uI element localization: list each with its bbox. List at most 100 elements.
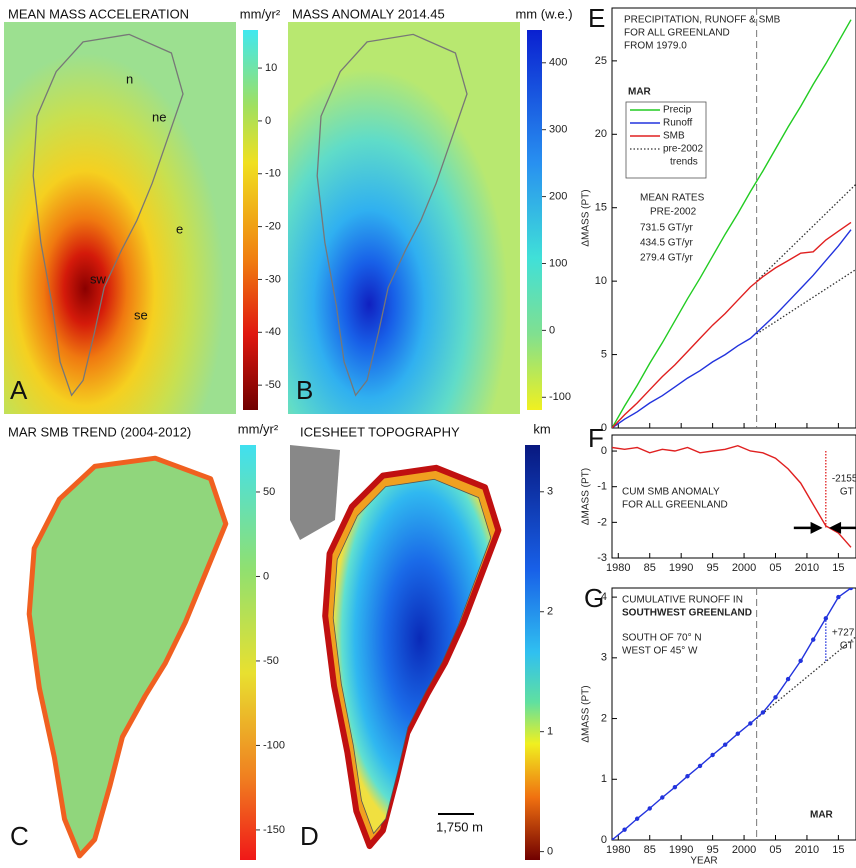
colorbar-tick-label: -20 — [265, 221, 281, 233]
colorbar-tick-label: 300 — [549, 124, 567, 136]
map-label: 1,750 m — [436, 819, 483, 834]
map-label: e — [176, 221, 183, 236]
data-point — [634, 816, 640, 821]
ice-sheet — [26, 455, 229, 859]
panel-letter: B — [296, 375, 313, 405]
data-point — [798, 658, 803, 664]
arrow — [793, 521, 823, 534]
x-tick-label: 95 — [706, 562, 718, 574]
bare-land — [290, 445, 340, 540]
y-tick-label: 25 — [595, 55, 607, 67]
ice-sheet — [332, 478, 492, 835]
x-tick-label: 15 — [832, 562, 844, 574]
colorbar-tick-label: 3 — [547, 486, 553, 498]
chart-title: FOR ALL GREENLAND — [624, 28, 730, 39]
x-tick-label: 2000 — [732, 844, 756, 856]
x-tick-label: 95 — [706, 844, 718, 856]
y-axis-label: ΔMASS (PT) — [581, 189, 592, 246]
colorbar-tick-label: -150 — [263, 824, 285, 836]
colorbar-tick-label: 10 — [265, 62, 277, 74]
map-label: sw — [90, 271, 107, 286]
data-point — [685, 774, 690, 779]
colorbar-tick-label: 0 — [263, 570, 269, 582]
chart-note: MAR — [810, 810, 834, 821]
legend-label: trends — [670, 157, 698, 168]
colorbar-tick-label: 50 — [263, 486, 275, 498]
map-label: se — [134, 307, 148, 322]
colorbar — [243, 30, 258, 410]
map-field — [288, 22, 520, 414]
colorbar — [525, 445, 540, 860]
colorbar-unit: mm/yr² — [238, 421, 279, 436]
legend-box — [625, 101, 707, 179]
series-line — [612, 221, 852, 428]
data-point — [647, 806, 652, 811]
y-tick-label: 0 — [601, 445, 607, 457]
series-line — [612, 229, 852, 428]
chart-text: WEST OF 45° W — [622, 646, 698, 657]
chart-text: SOUTHWEST GREENLAND — [622, 608, 752, 619]
y-tick-label: 1 — [601, 773, 607, 785]
data-point — [760, 710, 766, 715]
x-tick-label: 2000 — [732, 562, 756, 574]
x-tick-label: 1980 — [606, 562, 630, 574]
plot-frame — [611, 587, 856, 841]
y-axis-label: ΔMASS (PT) — [581, 685, 592, 742]
colorbar-tick-label: -100 — [549, 391, 571, 403]
map-label: ne — [152, 109, 166, 124]
trend-line — [756, 268, 856, 335]
y-tick-label: 3 — [601, 652, 607, 664]
panel-letter: D — [300, 821, 319, 851]
x-tick-label: 2010 — [795, 844, 819, 856]
x-tick-label: 2010 — [795, 562, 819, 574]
x-tick-label: 85 — [644, 562, 656, 574]
data-point — [785, 676, 791, 682]
colorbar — [240, 445, 256, 860]
rates-title: PRE-2002 — [650, 207, 697, 218]
y-tick-label: 2 — [601, 712, 607, 724]
legend-label: Runoff — [663, 118, 693, 129]
colorbar — [527, 30, 542, 410]
map-field — [4, 22, 236, 414]
y-tick-label: 0 — [601, 834, 607, 846]
map-title: MASS ANOMALY 2014.45 — [292, 6, 445, 21]
y-tick-label: 0 — [601, 422, 607, 434]
colorbar-tick-label: -100 — [263, 739, 285, 751]
colorbar-tick-label: 400 — [549, 57, 567, 69]
colorbar-unit: mm/yr² — [240, 6, 281, 21]
y-tick-label: -2 — [597, 516, 607, 528]
colorbar-tick-label: -50 — [265, 379, 281, 391]
y-tick-label: 5 — [601, 348, 607, 360]
y-axis-label: ΔMASS (PT) — [581, 468, 592, 525]
y-tick-label: -3 — [597, 552, 607, 564]
x-tick-label: 1990 — [669, 562, 693, 574]
trend-line — [756, 183, 856, 282]
panel-letter: G — [584, 583, 604, 613]
data-point — [722, 742, 728, 747]
y-tick-label: 20 — [595, 128, 607, 140]
chart-text: CUMULATIVE RUNOFF IN — [622, 595, 743, 606]
panel-letter: F — [588, 423, 604, 453]
map-title: ICESHEET TOPOGRAPHY — [300, 424, 460, 439]
chart-text: FOR ALL GREENLAND — [622, 500, 728, 511]
colorbar-tick-label: -10 — [265, 168, 281, 180]
marker-label: GT — [840, 487, 854, 498]
colorbar-tick-label: 100 — [549, 257, 567, 269]
x-tick-label: 85 — [644, 844, 656, 856]
chart-title: PRECIPITATION, RUNOFF & SMB — [624, 15, 781, 26]
data-point — [622, 827, 627, 832]
data-point — [836, 594, 841, 600]
marker-label: GT — [840, 641, 854, 652]
x-tick-label: 1990 — [669, 844, 693, 856]
x-axis-label: YEAR — [690, 856, 717, 867]
chart-text: CUM SMB ANOMALY — [622, 487, 720, 498]
plot-frame — [611, 434, 856, 559]
map-title: MAR SMB TREND (2004-2012) — [8, 424, 191, 439]
data-point — [735, 731, 740, 736]
data-point — [848, 588, 854, 591]
data-point — [748, 721, 753, 726]
colorbar-tick-label: 0 — [547, 846, 553, 858]
colorbar-tick-label: -50 — [263, 655, 279, 667]
coastline — [32, 33, 184, 397]
